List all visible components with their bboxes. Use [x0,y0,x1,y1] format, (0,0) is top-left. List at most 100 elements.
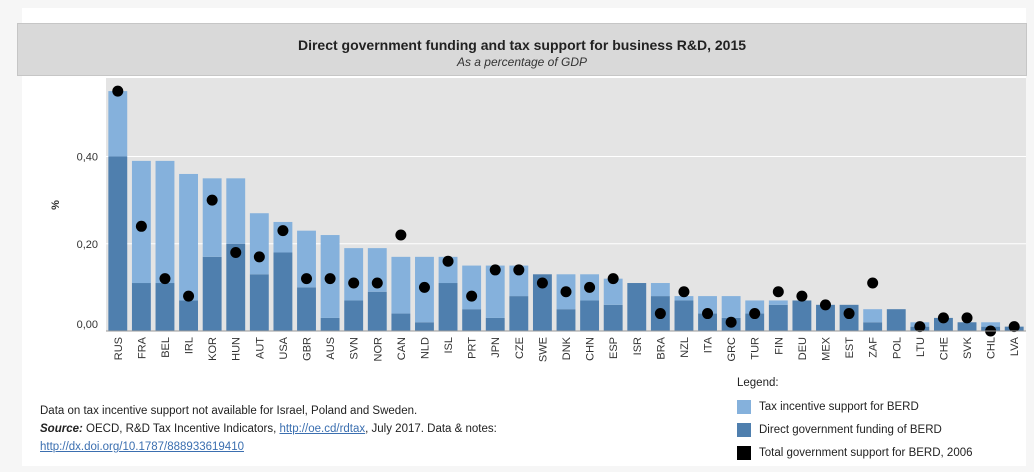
bar-direct-fin [768,304,788,331]
x-tick-label-prt: PRT [467,337,479,359]
point-2006-isl [442,255,454,267]
point-2006-lva [1008,321,1020,333]
bar-direct-aut [249,274,269,331]
y-tick-label-0: 0,00 [77,319,98,331]
x-tick-label-che: CHE [938,337,950,360]
bar-tax-jpn [485,265,505,318]
x-tick-label-pol: POL [891,337,903,359]
x-tick-label-dnk: DNK [561,336,573,360]
legend-swatch-tax [737,399,751,414]
bar-direct-rus [108,156,128,331]
x-tick-label-ita: ITA [703,336,715,353]
x-tick-label-lva: LVA [1009,336,1021,356]
bar-tax-hun [226,178,246,244]
bar-direct-chn [580,300,600,331]
x-tick-label-cze: CZE [514,337,526,359]
bar-tax-nzl [674,296,694,301]
x-tick-label-tur: TUR [750,337,762,360]
footnote: Data on tax incentive support not availa… [40,402,700,456]
bar-tax-aut [249,213,269,275]
legend-item-tax: Tax incentive support for BERD [737,395,1027,418]
point-2006-aut [253,251,265,263]
point-2006-che [937,312,949,324]
bar-tax-tur [745,300,765,314]
bar-direct-usa [273,252,293,331]
bar-direct-cze [509,296,529,331]
point-2006-est [843,308,855,320]
bar-direct-mex [816,304,835,331]
point-2006-fin [772,286,784,298]
x-tick-label-bra: BRA [655,336,667,359]
point-2006-esp [607,273,619,285]
rdtax-link[interactable]: http://oe.cd/rdtax [279,423,366,435]
doi-link[interactable]: http://dx.doi.org/10.1787/888933619410 [40,441,244,453]
point-2006-usa [277,225,289,237]
x-tick-label-ltu: LTU [915,337,927,357]
x-tick-label-svk: SVK [962,336,974,359]
bar-tax-ita [698,296,717,314]
bar-direct-isr [627,283,647,331]
point-2006-irl [183,290,195,302]
x-tick-label-zaf: ZAF [868,337,880,358]
bar-direct-deu [792,300,812,331]
point-2006-svk [961,312,973,324]
point-2006-jpn [489,264,501,276]
bar-tax-can [391,256,411,314]
bar-tax-gbr [297,230,316,288]
x-tick-label-svn: SVN [349,337,361,360]
x-tick-label-aut: AUT [254,337,266,359]
point-2006-bel [159,273,171,285]
bar-direct-kor [202,256,222,331]
point-2006-aus [324,273,336,285]
x-tick-label-can: CAN [396,337,408,360]
bar-tax-fin [768,300,788,305]
bar-direct-esp [603,304,623,331]
bar-direct-nzl [674,300,694,331]
bar-direct-gbr [297,287,316,331]
bar-direct-che [934,317,953,331]
source-text: OECD, R&D Tax Incentive Indicators, [82,423,280,435]
point-2006-svn [348,277,360,289]
bar-direct-swe [532,274,552,331]
x-tick-label-nzl: NZL [679,337,691,358]
bar-tax-chl [981,322,1001,327]
x-tick-label-grc: GRC [726,337,738,362]
x-tick-label-esp: ESP [608,337,620,359]
legend-swatch-total-2006 [737,445,751,460]
bar-tax-cze [509,265,529,297]
bar-direct-isl [438,283,458,331]
bar-direct-irl [179,300,198,331]
x-tick-label-bel: BEL [160,337,172,358]
legend-title: Legend: [737,377,779,389]
bar-direct-pol [886,309,906,331]
x-tick-label-nld: NLD [419,337,431,359]
bar-tax-esp [603,278,623,305]
bar-direct-prt [462,309,482,331]
x-tick-label-chl: CHL [986,337,998,359]
bar-direct-hun [226,243,246,331]
bar-tax-bra [650,283,670,297]
point-2006-prt [466,290,478,302]
bar-tax-svn [344,248,364,301]
point-2006-can [395,229,407,241]
bar-direct-bel [155,283,175,331]
bar-direct-can [391,313,411,331]
point-2006-ita [702,308,714,320]
x-tick-label-isr: ISR [632,337,644,355]
point-2006-deu [796,290,808,302]
footnote-source: Source: OECD, R&D Tax Incentive Indicato… [40,420,700,456]
point-2006-mex [819,299,831,311]
x-tick-label-fra: FRA [136,336,148,359]
bar-tax-zaf [863,309,883,323]
point-2006-rus [112,85,124,97]
bar-direct-nld [415,322,434,331]
x-tick-label-gbr: GBR [302,337,314,361]
point-2006-nor [371,277,383,289]
x-tick-label-isl: ISL [443,337,455,354]
footnote-note: Data on tax incentive support not availa… [40,405,418,417]
point-2006-dnk [560,286,572,298]
bar-tax-grc [721,296,741,318]
x-tick-label-deu: DEU [797,337,809,360]
point-2006-bra [654,308,666,320]
bar-chart: 0,00 0,20 0,40% RUS FRA BEL IRL KOR HUN AUT USA GBR… [50,78,1026,362]
